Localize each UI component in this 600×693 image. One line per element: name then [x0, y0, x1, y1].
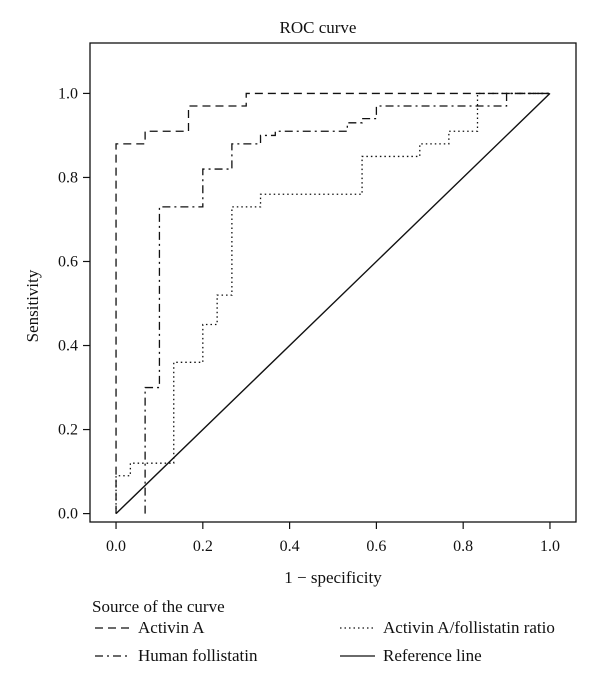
legend-items: Activin A Activin A/follistatin ratio Huma…	[95, 618, 555, 665]
legend: Source of the curve Activin A Activin A/f…	[92, 597, 555, 665]
legend-label-reference-line: Reference line	[383, 646, 482, 665]
y-tick-label: 0.2	[58, 422, 78, 439]
y-tick-label: 0.0	[58, 506, 78, 523]
x-tick-label: 0.2	[193, 538, 213, 555]
legend-label-activin-a: Activin A	[138, 618, 205, 637]
legend-label-activin-a-follistatin-ratio: Activin A/follistatin ratio	[383, 618, 555, 637]
plot-frame	[89, 42, 577, 523]
legend-title: Source of the curve	[92, 597, 225, 616]
series-line-activin-a-follistatin-ratio	[115, 92, 550, 514]
y-axis-title: Sensitivity	[23, 269, 42, 342]
x-tick-label: 0.8	[453, 538, 473, 555]
series-line-human-follistatin	[144, 92, 550, 514]
series-layer	[115, 92, 551, 515]
series-line-reference-line	[115, 92, 551, 515]
y-tick-label: 0.6	[58, 253, 78, 270]
x-tick-label: 0.6	[366, 538, 386, 555]
x-axis-title: 1 − specificity	[284, 568, 382, 587]
x-axis: 0.0 0.2 0.4 0.6 0.8 1.0	[106, 522, 560, 555]
x-tick-label: 0.0	[106, 538, 126, 555]
y-tick-label: 1.0	[58, 85, 78, 102]
x-tick-label: 1.0	[540, 538, 560, 555]
y-tick-label: 0.4	[58, 338, 78, 355]
y-tick-label: 0.8	[58, 169, 78, 186]
y-axis: 0.0 0.2 0.4 0.6 0.8 1.0	[58, 85, 90, 523]
legend-label-human-follistatin: Human follistatin	[138, 646, 258, 665]
chart-title: ROC curve	[280, 18, 357, 37]
series-line-activin-a	[115, 92, 550, 514]
x-tick-label: 0.4	[280, 538, 300, 555]
